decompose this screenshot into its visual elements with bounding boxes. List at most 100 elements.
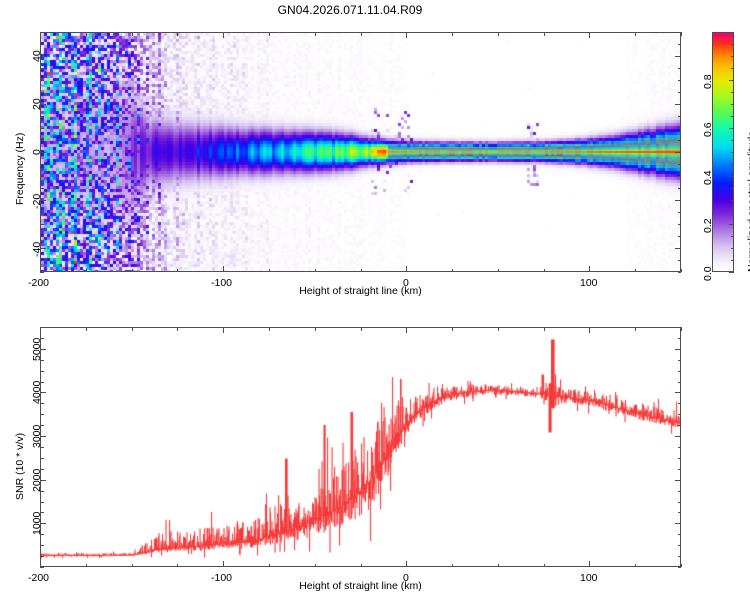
axis-tick <box>677 534 681 535</box>
axis-tick <box>677 116 681 117</box>
axis-tick <box>223 327 224 333</box>
axis-tick-label: -100 <box>211 572 233 584</box>
axis-tick <box>677 360 681 361</box>
axis-tick-label: 100 <box>580 572 598 584</box>
spectrogram-y-axis-label: Frequency (Hz) <box>14 132 26 205</box>
axis-tick <box>361 563 362 567</box>
axis-tick <box>40 545 44 546</box>
axis-tick <box>315 32 316 36</box>
axis-tick <box>40 371 44 372</box>
axis-tick-label: 5000 <box>31 337 43 361</box>
axis-tick <box>406 32 407 38</box>
axis-tick <box>498 268 499 272</box>
axis-tick <box>675 523 681 524</box>
axis-tick <box>452 563 453 567</box>
axis-tick <box>40 502 44 503</box>
colorbar-tick <box>731 92 734 93</box>
axis-tick <box>677 425 681 426</box>
axis-tick <box>40 534 44 535</box>
axis-tick <box>677 92 681 93</box>
axis-tick <box>40 248 46 249</box>
axis-tick <box>677 128 681 129</box>
axis-tick <box>677 164 681 165</box>
axis-tick <box>677 176 681 177</box>
spectrogram-x-axis-label: Height of straight line (km) <box>299 285 422 297</box>
axis-tick <box>677 44 681 45</box>
axis-tick <box>677 140 681 141</box>
axis-tick <box>40 480 46 481</box>
colorbar-tick <box>731 152 734 153</box>
axis-tick <box>40 200 46 201</box>
axis-tick <box>406 561 407 567</box>
axis-tick <box>677 236 681 237</box>
axis-tick <box>675 56 681 57</box>
axis-tick <box>677 260 681 261</box>
axis-tick <box>315 327 316 331</box>
axis-tick <box>675 248 681 249</box>
axis-tick <box>498 327 499 331</box>
axis-tick <box>677 188 681 189</box>
axis-tick <box>675 349 681 350</box>
axis-tick <box>40 360 44 361</box>
axis-tick <box>361 32 362 36</box>
axis-tick <box>40 104 46 105</box>
axis-tick <box>677 567 681 568</box>
axis-tick <box>40 382 44 383</box>
colorbar-tick <box>731 248 734 249</box>
axis-tick <box>40 327 41 333</box>
colorbar-tick <box>729 176 734 177</box>
spectrogram-plot-area <box>40 32 681 272</box>
axis-tick <box>132 563 133 567</box>
axis-tick <box>315 268 316 272</box>
axis-tick-label: 2000 <box>31 468 43 492</box>
colorbar-tick-label: 0.6 <box>702 122 714 137</box>
axis-tick <box>498 563 499 567</box>
axis-tick <box>677 80 681 81</box>
axis-tick <box>40 164 44 165</box>
colorbar-tick <box>729 80 734 81</box>
axis-tick <box>40 512 44 513</box>
axis-tick <box>677 545 681 546</box>
axis-tick <box>40 44 44 45</box>
axis-tick <box>40 128 44 129</box>
axis-tick <box>677 382 681 383</box>
axis-tick <box>40 556 44 557</box>
axis-tick <box>40 469 44 470</box>
axis-tick <box>40 403 44 404</box>
axis-tick <box>269 327 270 331</box>
axis-tick <box>677 491 681 492</box>
axis-tick <box>681 327 682 331</box>
axis-tick <box>40 140 44 141</box>
axis-tick <box>40 260 44 261</box>
colorbar-label: Normalized spectral amplitude <box>746 130 750 272</box>
axis-tick <box>677 502 681 503</box>
colorbar-tick <box>729 224 734 225</box>
axis-tick <box>452 327 453 331</box>
snr-plot-area <box>40 327 681 567</box>
axis-tick <box>675 480 681 481</box>
axis-tick <box>40 80 44 81</box>
axis-tick <box>269 268 270 272</box>
axis-tick <box>635 327 636 331</box>
colorbar-gradient <box>713 33 733 271</box>
axis-tick <box>589 266 590 272</box>
axis-tick <box>40 152 46 153</box>
axis-tick <box>681 268 682 272</box>
axis-tick <box>681 32 682 36</box>
snr-y-axis-label: SNR (10 * v/v) <box>14 432 26 500</box>
colorbar-tick <box>731 104 734 105</box>
axis-tick <box>223 561 224 567</box>
colorbar-tick <box>731 116 734 117</box>
axis-tick <box>86 268 87 272</box>
axis-tick <box>452 32 453 36</box>
colorbar-tick <box>731 200 734 201</box>
colorbar-tick <box>731 188 734 189</box>
axis-tick-label: 100 <box>580 277 598 289</box>
colorbar-tick <box>731 236 734 237</box>
axis-tick <box>86 327 87 331</box>
colorbar-tick <box>729 272 734 273</box>
snr-x-axis-label: Height of straight line (km) <box>299 580 422 592</box>
axis-tick <box>406 327 407 333</box>
axis-tick <box>40 425 44 426</box>
